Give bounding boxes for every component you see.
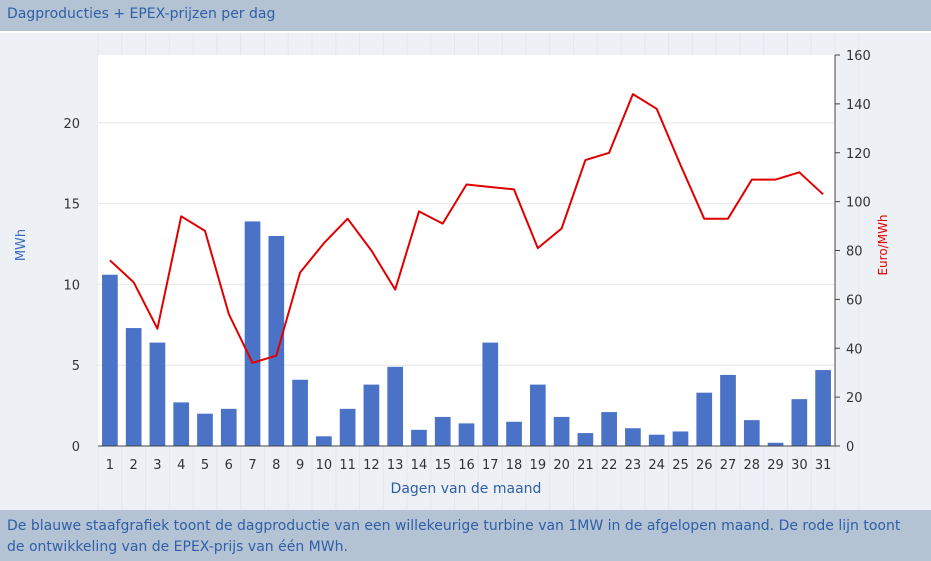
y-right-tick-label: 20 — [846, 391, 863, 406]
x-tick-label: 1 — [106, 458, 114, 473]
x-tick-label: 3 — [153, 458, 161, 473]
x-tick-label: 21 — [577, 458, 594, 473]
price-line — [109, 93, 824, 364]
bar-day-23 — [625, 428, 641, 446]
chart-title: Dagproducties + EPEX-prijzen per dag — [7, 6, 276, 22]
y-right-tick-label: 100 — [846, 196, 871, 211]
x-tick-label: 28 — [744, 458, 761, 473]
bar-day-31 — [815, 370, 831, 446]
x-tick-label: 22 — [601, 458, 618, 473]
x-tick-label: 6 — [225, 458, 233, 473]
bar-day-11 — [339, 408, 356, 446]
y-right-tick-label: 160 — [846, 49, 871, 64]
combo-chart: 1 2 3 4 5 6 7 8 9 10 11 12 13 14 15 16 17 18 19 20 21 22 23 24 2… — [14, 33, 890, 510]
bar-day-30 — [791, 399, 808, 446]
y-left-tick-label: 20 — [63, 117, 80, 132]
chart-description: De blauwe staafgrafiek toont de dagprodu… — [7, 518, 901, 555]
production-bars — [102, 221, 831, 446]
chart-footer: De blauwe staafgrafiek toont de dagprodu… — [0, 510, 931, 561]
x-tick-label: 25 — [672, 458, 689, 473]
x-tick-label: 8 — [272, 458, 280, 473]
bar-day-12 — [363, 384, 380, 446]
bar-day-24 — [648, 434, 665, 446]
bar-day-3 — [149, 342, 166, 446]
y-left-tick-labels: 0 5 10 15 20 — [63, 117, 80, 455]
y-left-tick-label: 10 — [63, 278, 80, 293]
x-axis-title: Dagen van de maand — [391, 481, 542, 497]
x-tick-label: 9 — [296, 458, 304, 473]
bar-day-7 — [244, 221, 261, 446]
bar-day-1 — [102, 274, 118, 446]
y-right-tick-label: 40 — [846, 342, 863, 357]
y-left-tick-label: 15 — [63, 198, 80, 213]
x-tick-label: 11 — [339, 458, 356, 473]
bar-day-13 — [387, 366, 404, 446]
bar-day-16 — [458, 423, 475, 446]
y-left-axis-title: MWh — [14, 229, 29, 261]
x-tick-label: 24 — [648, 458, 665, 473]
x-tick-label: 29 — [767, 458, 784, 473]
x-tick-labels: 1 2 3 4 5 6 7 8 9 10 11 12 13 14 15 16 17 18 19 20 21 22 23 24 2… — [106, 458, 832, 473]
bar-day-26 — [696, 392, 713, 446]
price-line-group — [109, 93, 824, 364]
bar-day-9 — [292, 379, 308, 446]
plot-area — [98, 55, 835, 446]
bar-day-27 — [720, 374, 736, 446]
bar-day-4 — [173, 402, 190, 446]
x-tick-label: 15 — [434, 458, 451, 473]
x-tick-label: 19 — [530, 458, 547, 473]
x-tick-label: 26 — [696, 458, 713, 473]
bar-day-6 — [220, 408, 237, 446]
y-left-tick-label: 5 — [72, 359, 80, 374]
x-tick-label: 2 — [130, 458, 138, 473]
y-right-tick-label: 80 — [846, 245, 863, 260]
bar-day-2 — [125, 328, 142, 446]
y-right-tick-label: 60 — [846, 293, 863, 308]
x-tick-label: 4 — [177, 458, 185, 473]
bar-day-15 — [434, 416, 451, 446]
bar-day-8 — [268, 235, 285, 446]
x-tick-label: 7 — [248, 458, 256, 473]
y-right-tick-label: 120 — [846, 147, 871, 162]
bar-day-17 — [482, 342, 499, 446]
x-tick-label: 14 — [411, 458, 428, 473]
y-right-tick-label: 0 — [846, 440, 854, 455]
x-tick-label: 12 — [363, 458, 380, 473]
x-tick-label: 10 — [316, 458, 333, 473]
y-right-tick-label: 140 — [846, 98, 871, 113]
bar-day-29 — [767, 442, 784, 446]
bar-day-19 — [529, 384, 546, 446]
x-tick-label: 13 — [387, 458, 404, 473]
bar-day-18 — [506, 421, 522, 446]
chart-header: Dagproducties + EPEX-prijzen per dag — [0, 0, 931, 33]
x-tick-label: 27 — [720, 458, 737, 473]
bar-day-28 — [743, 420, 760, 446]
bar-day-22 — [601, 412, 617, 446]
bar-day-20 — [553, 416, 570, 446]
x-tick-label: 20 — [553, 458, 570, 473]
chart-panel: 1 2 3 4 5 6 7 8 9 10 11 12 13 14 15 16 17 18 19 20 21 22 23 24 2… — [0, 33, 931, 510]
y-left-tick-label: 0 — [72, 440, 80, 455]
x-tick-label: 17 — [482, 458, 499, 473]
x-tick-label: 5 — [201, 458, 209, 473]
x-tick-label: 16 — [458, 458, 475, 473]
x-tick-label: 30 — [791, 458, 808, 473]
bar-day-10 — [316, 436, 332, 446]
x-tick-label: 18 — [506, 458, 523, 473]
bar-day-21 — [577, 433, 594, 446]
bar-day-5 — [197, 413, 213, 446]
y-right-axis-title: Euro/MWh — [876, 214, 890, 275]
x-tick-label: 31 — [815, 458, 832, 473]
x-tick-label: 23 — [625, 458, 642, 473]
y-right-tick-labels: 0 20 40 60 80 100 120 140 160 — [835, 49, 871, 455]
bar-day-14 — [411, 429, 427, 446]
bar-day-25 — [672, 431, 689, 446]
